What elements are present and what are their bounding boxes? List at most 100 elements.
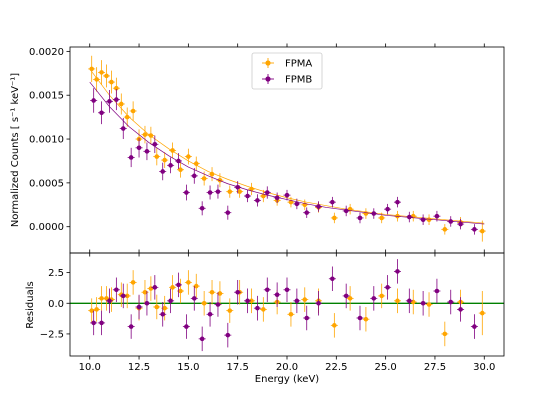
spectrum-point-fpma <box>89 66 94 72</box>
spectrum-point-fpma <box>186 154 191 159</box>
residuals-point-fpma <box>94 307 99 312</box>
residuals-y-tick-label: 0.0 <box>48 299 64 310</box>
residuals-point-fpma <box>186 280 191 285</box>
residuals-point-fpmb <box>472 324 477 329</box>
spectrum-y-tick-label: 0.0015 <box>29 91 64 102</box>
spectrum-point-fpmb <box>207 190 213 195</box>
legend-entry-fpmb: FPMB <box>262 74 312 86</box>
spectrum-point-fpmb <box>458 221 463 227</box>
residuals-point-fpmb <box>316 300 321 306</box>
legend-fpmb-marker <box>265 76 271 82</box>
residuals-point-fpmb <box>160 312 166 317</box>
spectrum-point-fpmb <box>407 214 412 220</box>
residuals-point-fpmb <box>168 298 173 304</box>
spectrum-point-fpma <box>94 77 99 82</box>
spectrum-y-tick-label: 0.0020 <box>29 47 64 58</box>
spectrum-point-fpmb <box>472 227 477 232</box>
residuals-point-fpma <box>130 280 136 285</box>
spectrum-point-fpmb <box>225 210 231 215</box>
residuals-axes: 10.0 12.5 15.0 17.5 20.0 22.5 25.0 27.5 30.0 −2.5… <box>40 249 495 373</box>
residuals-point-fpmb <box>91 320 96 326</box>
residuals-point-fpmb <box>99 320 104 326</box>
residuals-point-fpma <box>89 308 94 313</box>
residuals-point-fpma <box>124 293 130 299</box>
legend-fpma-marker <box>265 60 271 66</box>
residuals-point-fpmb <box>371 296 377 301</box>
residuals-point-fpmb <box>264 287 270 293</box>
residuals-point-fpmb <box>304 315 310 321</box>
spectrum-point-fpmb <box>184 190 189 195</box>
spectrum-point-fpmb <box>160 169 166 174</box>
residuals-x-tick-label: 17.5 <box>227 362 249 373</box>
residuals-x-tick-label: 27.5 <box>424 362 446 373</box>
spectrum-point-fpmb <box>168 163 173 168</box>
residuals-point-fpmb <box>152 285 158 290</box>
residuals-x-tick-label: 12.5 <box>128 362 150 373</box>
spectrum-y-tick-label: 0.0000 <box>29 222 64 233</box>
x-axis-label: Energy (keV) <box>255 374 320 385</box>
spectrum-data <box>88 55 486 242</box>
spectrum-point-fpma <box>201 176 207 181</box>
residuals-x-tick-label: 15.0 <box>177 362 199 373</box>
residuals-point-fpma <box>395 298 400 304</box>
residuals-point-fpmb <box>420 300 426 306</box>
spectrum-point-fpmb <box>343 208 349 214</box>
residuals-point-fpma <box>332 323 337 328</box>
residuals-point-fpma <box>249 298 254 304</box>
spectrum-point-fpmb <box>264 190 270 195</box>
spectrum-point-fpma <box>154 154 160 159</box>
spectrum-y-axis-label: Normalized Counts [ s⁻¹ keV⁻¹] <box>10 73 21 227</box>
spectrum-point-fpmb <box>357 215 363 221</box>
residuals-point-fpmb <box>114 287 119 293</box>
residuals-point-fpma <box>261 307 266 312</box>
spectrum-point-fpmb <box>434 213 440 219</box>
spectrum-point-fpma <box>193 161 199 166</box>
residuals-point-fpma <box>178 288 183 294</box>
spectrum-point-fpma <box>114 85 119 91</box>
spectrum-point-fpmb <box>191 173 197 179</box>
spectrum-point-fpmb <box>128 155 134 160</box>
residuals-point-fpma <box>193 283 199 289</box>
spectrum-axes: 0.0000 0.0005 0.0010 0.0015 0.0020 <box>29 43 485 257</box>
residuals-point-fpma <box>142 289 148 295</box>
residuals-point-fpmb <box>330 276 335 282</box>
spectrum-point-fpma <box>109 79 114 85</box>
spectrum-point-fpma <box>104 73 109 79</box>
residuals-point-fpmb <box>448 299 454 305</box>
spectrum-point-fpma <box>227 189 233 194</box>
spectrum-point-fpma <box>148 133 154 138</box>
spectrum-point-fpmb <box>199 205 205 211</box>
residuals-point-fpmb <box>207 312 213 317</box>
residuals-point-fpmb <box>144 300 150 306</box>
residuals-point-fpma <box>170 285 175 290</box>
residuals-point-fpma <box>209 289 215 295</box>
residuals-point-fpmb <box>284 287 290 293</box>
spectrum-point-fpmb <box>385 206 390 212</box>
residuals-point-fpma <box>480 310 485 316</box>
residuals-point-fpma <box>442 331 448 337</box>
residuals-x-tick-label: 22.5 <box>325 362 347 373</box>
residuals-point-fpmb <box>407 298 412 304</box>
residuals-point-fpmb <box>120 293 126 299</box>
residuals-x-tick-label: 30.0 <box>473 362 495 373</box>
residuals-point-fpma <box>363 316 369 322</box>
residuals-point-fpma <box>227 308 233 313</box>
spectrum-point-fpmb <box>91 98 96 103</box>
residuals-point-fpma <box>426 302 432 307</box>
spectrum-point-fpmb <box>304 210 310 215</box>
spectrum-point-fpma <box>480 228 485 234</box>
residuals-point-fpma <box>99 296 104 301</box>
spectrum-point-fpmb <box>144 149 150 154</box>
spectrum-point-fpmb <box>420 217 426 222</box>
residuals-point-fpma <box>154 304 160 310</box>
residuals-point-fpma <box>217 291 223 296</box>
spectrum-y-tick-label: 0.0005 <box>29 178 64 189</box>
residuals-y-tick-label: −2.5 <box>40 329 64 340</box>
residuals-y-axis-label: Residuals <box>25 281 36 328</box>
residuals-point-fpmb <box>176 282 181 288</box>
residuals-point-fpmb <box>395 269 400 274</box>
spectrum-point-fpma <box>237 189 242 194</box>
spectrum-y-tick-label: 0.0010 <box>29 135 64 146</box>
residuals-panel: 10.0 12.5 15.0 17.5 20.0 22.5 25.0 27.5 30.0 −2.5… <box>25 249 505 385</box>
residuals-point-fpmb <box>245 298 250 304</box>
